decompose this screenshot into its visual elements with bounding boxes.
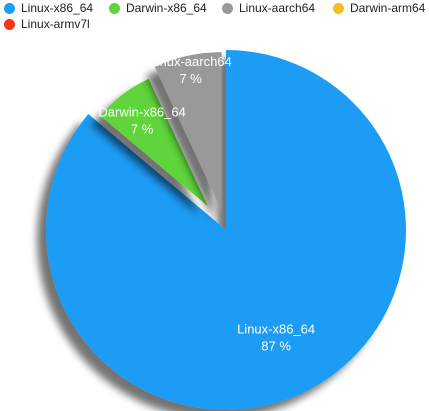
- slice-value-label: 87 %: [261, 339, 291, 354]
- slice-name-label: Darwin-x86_64: [98, 104, 185, 119]
- legend-item-darwin-arm64[interactable]: Darwin-arm64: [333, 1, 425, 15]
- legend-item-darwin-x86-64[interactable]: Darwin-x86_64: [109, 1, 207, 15]
- slice-value-label: 7 %: [179, 71, 202, 86]
- legend-dot-icon: [4, 18, 15, 30]
- legend-dot-icon: [4, 2, 15, 14]
- pie-slices: [45, 50, 407, 411]
- pie-slice-linux-x86-64[interactable]: [45, 50, 407, 411]
- legend-label: Linux-x86_64: [21, 1, 94, 15]
- legend-dot-icon: [222, 2, 233, 14]
- legend-dot-icon: [333, 2, 344, 14]
- legend-label: Linux-armv7l: [21, 17, 90, 31]
- legend-label: Darwin-x86_64: [126, 1, 207, 15]
- slice-name-label: Linux-aarch64: [149, 54, 231, 69]
- legend-item-linux-aarch64[interactable]: Linux-aarch64: [222, 1, 315, 15]
- pie-slice-darwin-x86-64[interactable]: [100, 78, 208, 207]
- legend-label: Linux-aarch64: [239, 1, 316, 15]
- chart-legend: Linux-x86_64 Darwin-x86_64 Linux-aarch64…: [0, 0, 429, 34]
- legend-dot-icon: [109, 2, 120, 14]
- legend-item-linux-armv7l[interactable]: Linux-armv7l: [4, 17, 90, 31]
- legend-label: Darwin-arm64: [350, 1, 426, 15]
- pie-labels: Linux-x86_64 87 % Darwin-x86_64 7 % Linux-aa…: [98, 54, 315, 354]
- legend-item-linux-x86-64[interactable]: Linux-x86_64: [4, 1, 93, 15]
- pie-slice-linux-aarch64[interactable]: [154, 52, 222, 211]
- slice-name-label: Linux-x86_64: [237, 322, 315, 337]
- slice-value-label: 7 %: [131, 121, 154, 136]
